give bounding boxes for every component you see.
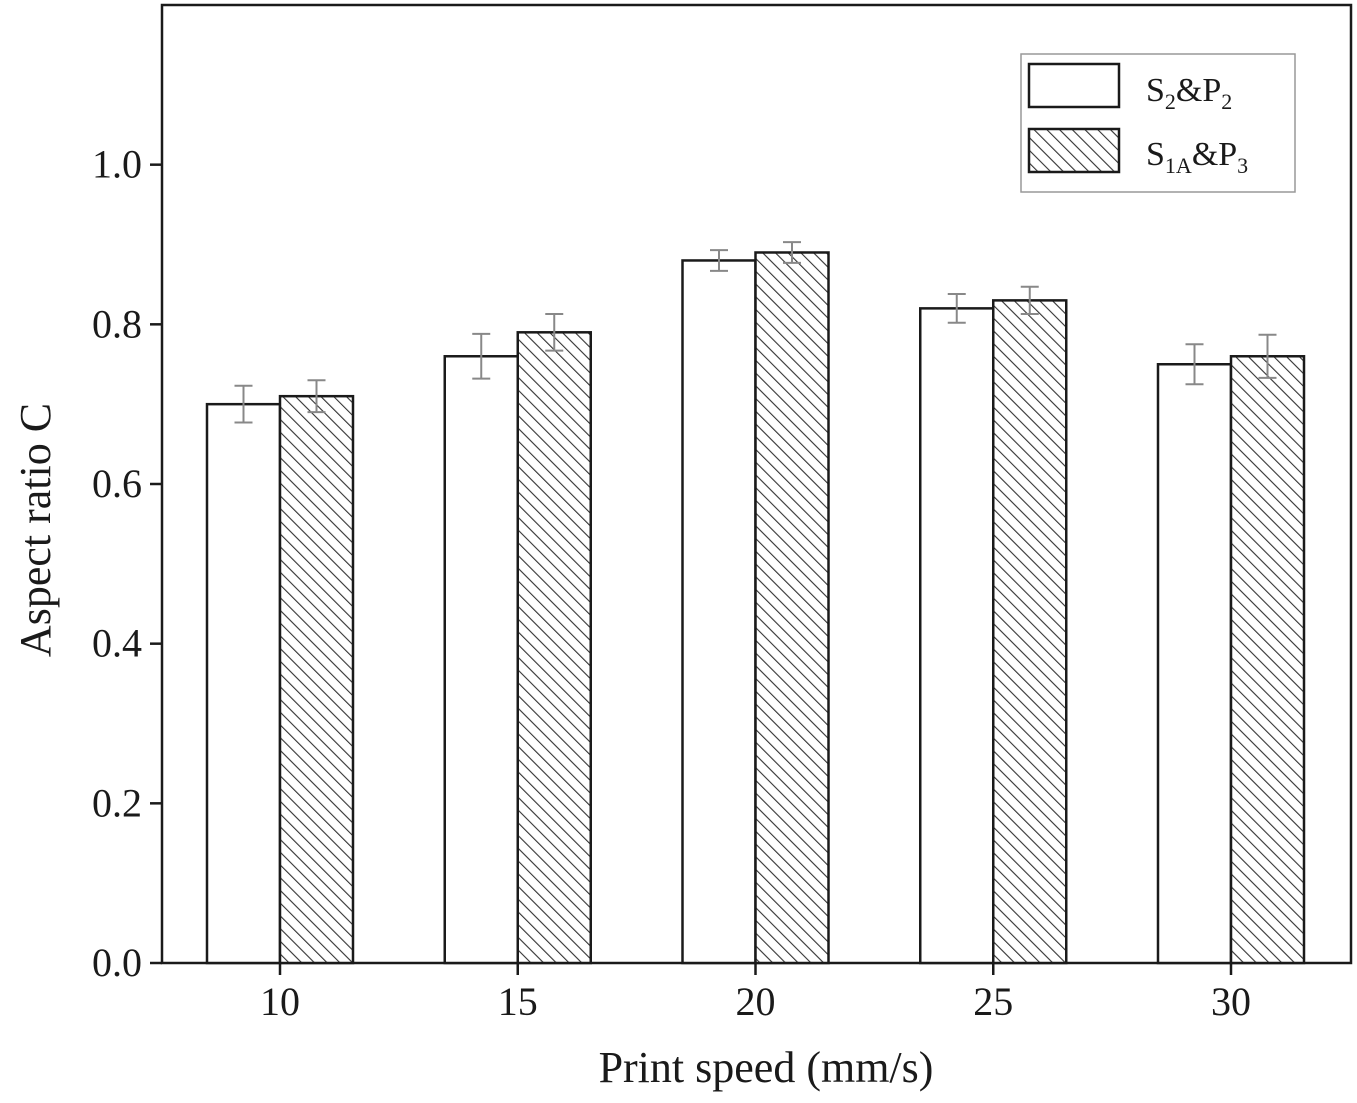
legend: S2&P2 S1A&P3 xyxy=(1020,53,1296,193)
legend-swatch-s1ap3 xyxy=(1027,127,1121,174)
y-tick-label: 1.0 xyxy=(92,142,142,187)
x-tick-label: 10 xyxy=(260,979,300,1024)
y-tick-label: 0.0 xyxy=(92,940,142,985)
y-tick-label: 0.6 xyxy=(92,461,142,506)
x-tick-label: 30 xyxy=(1211,979,1251,1024)
bar-s2p2-10 xyxy=(205,402,282,965)
bar-s1ap3-10 xyxy=(278,394,355,965)
legend-swatch-s2p2 xyxy=(1027,62,1121,109)
legend-label-s2p2: S2&P2 xyxy=(1146,72,1232,114)
x-tick-label: 15 xyxy=(498,979,538,1024)
bar-s1ap3-20 xyxy=(754,251,830,965)
x-axis-ticks: 10 15 20 25 30 xyxy=(260,963,1251,1024)
bar-s1ap3-15 xyxy=(516,331,592,965)
y-tick-label: 0.2 xyxy=(92,780,142,825)
bar-s2p2-30 xyxy=(1156,363,1233,965)
bar-s2p2-20 xyxy=(681,259,757,965)
bar-s1ap3-30 xyxy=(1229,355,1306,965)
bar-s2p2-25 xyxy=(919,307,995,965)
y-tick-label: 0.4 xyxy=(92,621,142,666)
y-axis-label: Aspect ratio C xyxy=(11,403,60,657)
x-tick-label: 25 xyxy=(973,979,1013,1024)
x-axis-label: Print speed (mm/s) xyxy=(599,1043,934,1092)
legend-label-s1ap3: S1A&P3 xyxy=(1146,136,1248,178)
x-tick-label: 20 xyxy=(736,979,776,1024)
y-tick-label: 0.8 xyxy=(92,301,142,346)
y-axis-ticks: 0.0 0.2 0.4 0.6 0.8 1.0 xyxy=(92,142,162,985)
bars-layer xyxy=(205,241,1306,965)
bar-s1ap3-25 xyxy=(992,299,1068,965)
bar-s2p2-15 xyxy=(443,355,519,965)
